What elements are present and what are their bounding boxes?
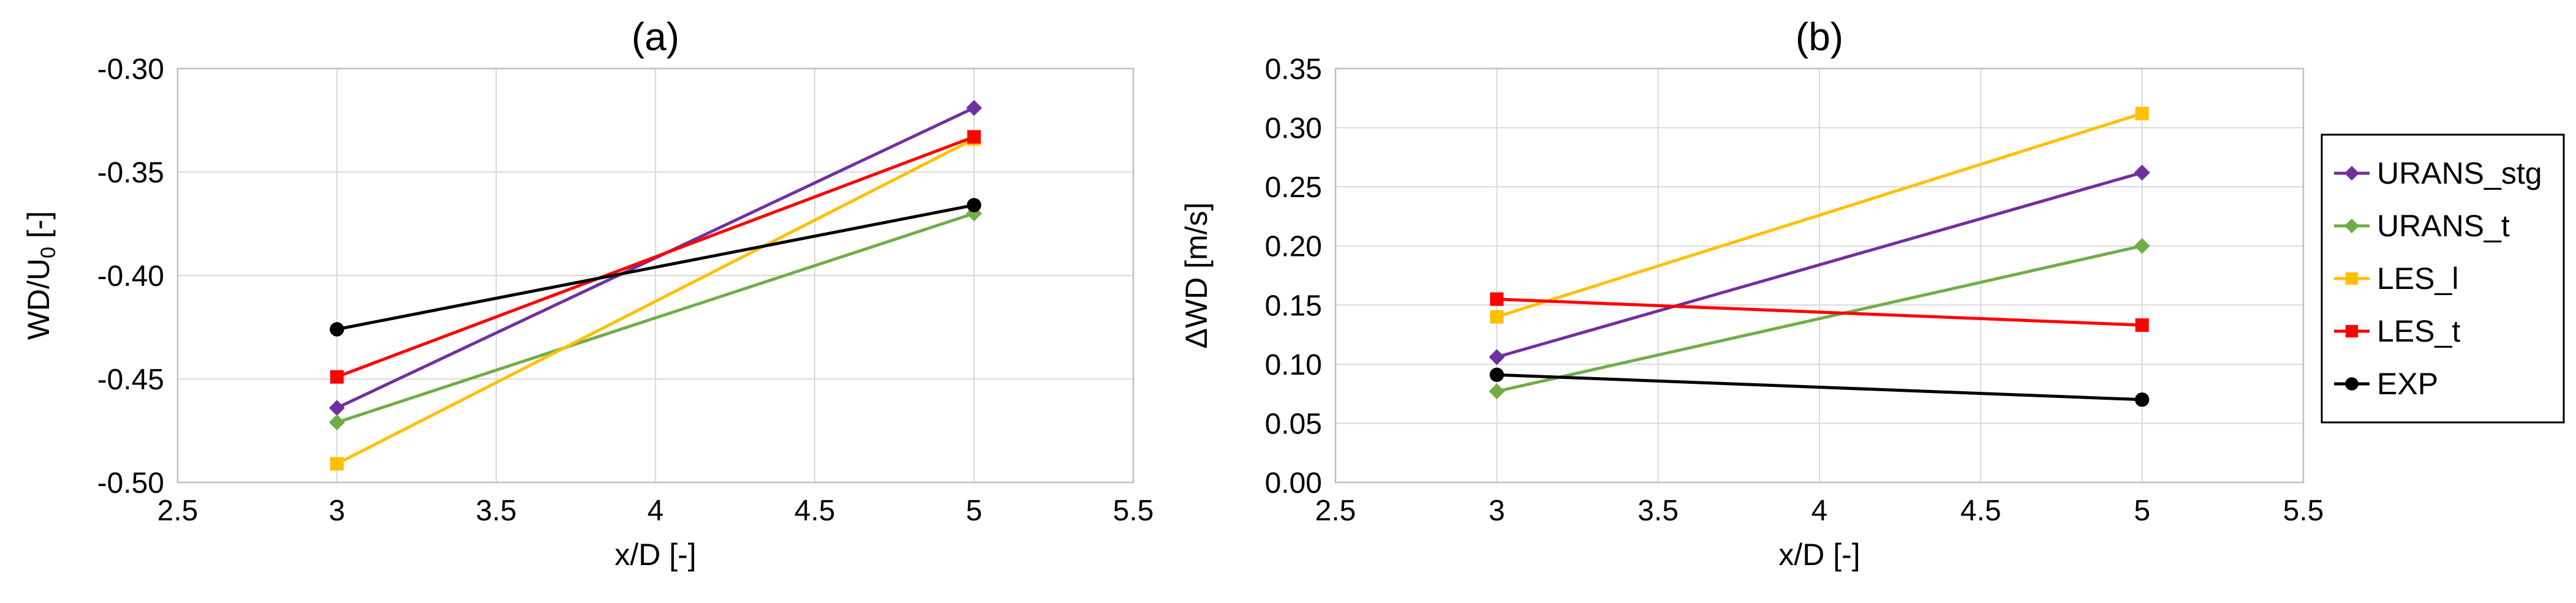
data-point-exp (2134, 392, 2150, 407)
x-tick-label: 5 (2134, 495, 2150, 527)
data-point-urans-stg (1489, 349, 1505, 365)
y-tick-label: 0.30 (1265, 113, 1322, 145)
panel-title: (b) (1796, 15, 1843, 59)
data-point-urans-t (1489, 383, 1505, 400)
legend-label-les-l: LES_l (2377, 261, 2458, 296)
chart-panel-b: 2.5 3 3.5 4 4.5 5 5.5 0.00 0.05 0.10 0.15 0.20 0.25 0… (1179, 15, 2324, 572)
legend-marker-les-l (2345, 272, 2359, 285)
data-point-urans-stg (966, 100, 982, 116)
x-tick-label: 2.5 (157, 495, 198, 527)
series-line-les-t (336, 135, 975, 378)
panel-title: (a) (632, 15, 679, 59)
data-point-urans-t (329, 414, 345, 430)
data-point-les-l (2135, 107, 2149, 121)
y-axis-title: WD/U0 [-] (21, 211, 60, 340)
data-point-les-t (2135, 318, 2149, 332)
y-tick-label: 0.00 (1265, 467, 1322, 500)
x-axis-title: x/D [-] (614, 537, 696, 572)
legend-label-les-t: LES_t (2377, 314, 2460, 348)
series-line-exp (1497, 373, 2142, 402)
x-axis-title: x/D [-] (1778, 537, 1860, 572)
series-line-les-t (1497, 298, 2142, 327)
y-tick-label: -0.35 (97, 157, 164, 189)
series-line-les-l (1496, 112, 2143, 318)
y-tick-label: 0.15 (1265, 290, 1322, 322)
series-line-urans-t (336, 212, 975, 424)
data-point-exp (330, 322, 344, 337)
x-tick-label: 5.5 (1113, 495, 1154, 527)
x-tick-label: 4 (648, 495, 664, 527)
data-point-urans-t (2134, 238, 2150, 254)
y-tick-label: -0.45 (97, 364, 164, 396)
data-point-les-t (967, 130, 981, 144)
data-point-les-l (1490, 310, 1504, 324)
x-tick-label: 5.5 (2283, 495, 2324, 527)
plot-border (1334, 67, 2305, 484)
x-tick-label: 3 (1489, 495, 1505, 527)
x-tick-label: 4.5 (795, 495, 836, 527)
data-point-les-l (330, 457, 344, 471)
series-line-exp (336, 203, 975, 331)
legend-label-exp: EXP (2377, 367, 2438, 401)
data-point-exp (1489, 367, 1505, 382)
series-line-les-l (336, 137, 975, 465)
x-tick-label: 4 (1811, 495, 1828, 527)
x-tick-label: 3.5 (476, 495, 517, 527)
x-tick-label: 3.5 (1637, 495, 1679, 527)
y-tick-label: -0.50 (97, 467, 164, 500)
data-point-les-t (1490, 292, 1504, 306)
chart-panel-a: 2.5 3 3.5 4 4.5 5 5.5 -0.50 -0.45 -0.40 -0.35 -0.30… (21, 15, 1154, 572)
x-tick-label: 5 (966, 495, 983, 527)
y-tick-label: 0.10 (1265, 349, 1322, 381)
legend-marker-exp (2345, 377, 2359, 391)
plot-border (176, 67, 1135, 484)
y-tick-label: -0.30 (97, 53, 164, 86)
series-line-urans-t (1496, 244, 2143, 393)
x-tick-label: 3 (329, 495, 346, 527)
data-point-urans-stg (2134, 164, 2150, 181)
x-tick-label: 2.5 (1315, 495, 1356, 527)
data-point-urans-stg (329, 400, 345, 416)
legend-marker-urans-t (2344, 219, 2359, 233)
y-tick-label: -0.40 (97, 260, 164, 293)
data-point-exp (967, 198, 981, 212)
y-tick-label: 0.20 (1265, 231, 1322, 263)
legend-marker-urans-stg (2344, 166, 2359, 181)
y-axis-title: ΔWD [m/s] (1179, 203, 1214, 349)
series-line-urans-stg (1496, 171, 2143, 359)
y-tick-label: 0.25 (1265, 171, 1322, 204)
legend: URANS_stg URANS_t LES_l LES_t EXP (2321, 133, 2565, 424)
legend-label-urans-t: URANS_t (2377, 209, 2510, 243)
legend-marker-les-t (2345, 324, 2359, 338)
y-tick-label: 0.35 (1265, 53, 1322, 86)
y-tick-label: 0.05 (1265, 408, 1322, 440)
legend-label-urans-stg: URANS_stg (2377, 156, 2542, 190)
data-point-les-t (330, 370, 344, 384)
x-tick-label: 4.5 (1960, 495, 2001, 527)
